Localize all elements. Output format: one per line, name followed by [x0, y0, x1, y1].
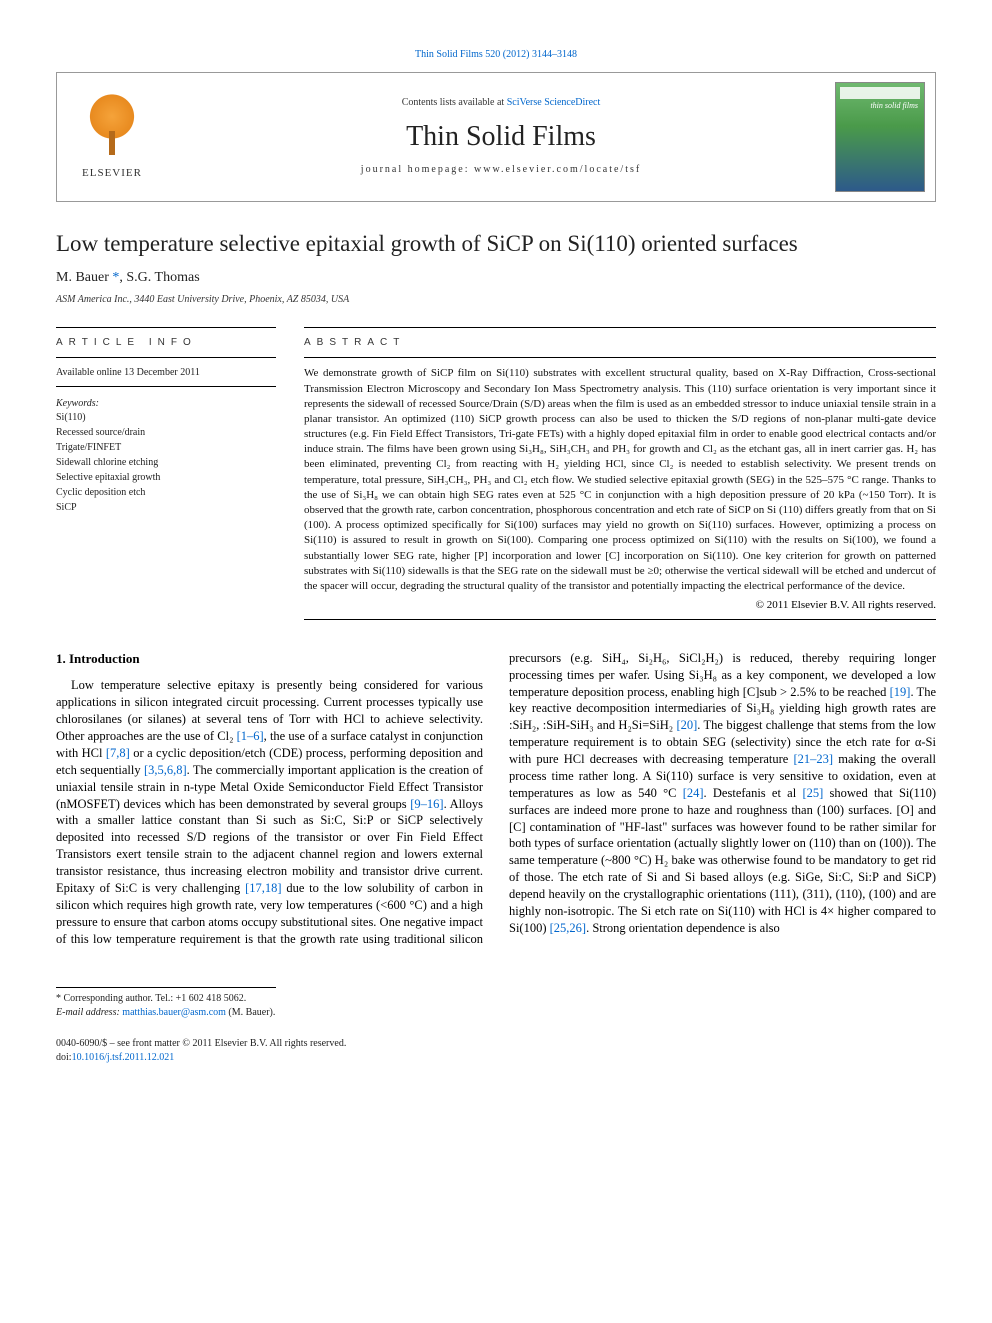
- top-citation-line: Thin Solid Films 520 (2012) 3144–3148: [56, 48, 936, 62]
- email-footnote: E-mail address: matthias.bauer@asm.com (…: [56, 1006, 276, 1020]
- abstract-copyright: © 2011 Elsevier B.V. All rights reserved…: [304, 598, 936, 613]
- journal-cover-thumb: thin solid films: [835, 82, 925, 192]
- abstract-rule: [304, 357, 936, 358]
- article-title: Low temperature selective epitaxial grow…: [56, 228, 936, 259]
- body-two-column: 1. Introduction Low temperature selectiv…: [56, 650, 936, 948]
- homepage-pre: journal homepage:: [361, 164, 474, 175]
- cover-thumb-text: thin solid films: [842, 101, 918, 112]
- email-suffix: (M. Bauer).: [226, 1007, 275, 1018]
- homepage-url: www.elsevier.com/locate/tsf: [474, 164, 641, 175]
- body-text: . Destefanis et al: [704, 786, 803, 800]
- journal-title: Thin Solid Films: [167, 118, 835, 156]
- publisher-label: ELSEVIER: [82, 166, 142, 181]
- author-2: S.G. Thomas: [126, 270, 199, 285]
- journal-homepage-line: journal homepage: www.elsevier.com/locat…: [167, 163, 835, 177]
- corresponding-author-footnote: * Corresponding author. Tel.: +1 602 418…: [56, 992, 276, 1006]
- abstract-heading: ABSTRACT: [304, 336, 936, 350]
- info-top-rule: [56, 327, 276, 328]
- keyword-item: Recessed source/drain: [56, 425, 276, 440]
- affiliation: ASM America Inc., 3440 East University D…: [56, 293, 936, 307]
- author-1: M. Bauer: [56, 270, 112, 285]
- keyword-item: Si(110): [56, 410, 276, 425]
- available-online-line: Available online 13 December 2011: [56, 366, 276, 380]
- info-rule-2: [56, 386, 276, 387]
- abstract-top-rule: [304, 327, 936, 328]
- sciencedirect-link[interactable]: SciVerse ScienceDirect: [507, 97, 601, 108]
- email-label: E-mail address:: [56, 1007, 122, 1018]
- keyword-item: Cyclic deposition etch: [56, 485, 276, 500]
- citation-link[interactable]: [9–16]: [410, 797, 443, 811]
- citation-link[interactable]: [25]: [802, 786, 823, 800]
- journal-citation-link[interactable]: Thin Solid Films 520 (2012) 3144–3148: [415, 49, 577, 60]
- authors-line: M. Bauer *, S.G. Thomas: [56, 269, 936, 288]
- journal-header-box: ELSEVIER Contents lists available at Sci…: [56, 72, 936, 202]
- doi-link[interactable]: 10.1016/j.tsf.2011.12.021: [72, 1052, 175, 1063]
- keyword-item: Trigate/FINFET: [56, 440, 276, 455]
- keywords-list: Si(110) Recessed source/drain Trigate/FI…: [56, 410, 276, 515]
- abstract-bottom-rule: [304, 619, 936, 620]
- article-info-column: ARTICLE INFO Available online 13 Decembe…: [56, 327, 276, 628]
- keyword-item: Sidewall chlorine etching: [56, 455, 276, 470]
- citation-link[interactable]: [7,8]: [106, 746, 130, 760]
- citation-link[interactable]: [19]: [890, 685, 911, 699]
- citation-link[interactable]: [1–6]: [237, 729, 264, 743]
- abstract-column: ABSTRACT We demonstrate growth of SiCP f…: [304, 327, 936, 628]
- citation-link[interactable]: [17,18]: [245, 881, 281, 895]
- body-text: showed that Si(110) surfaces are indeed …: [509, 786, 936, 935]
- citation-link[interactable]: [25,26]: [550, 921, 586, 935]
- elsevier-logo: ELSEVIER: [57, 73, 167, 201]
- section-1-heading: 1. Introduction: [56, 650, 483, 668]
- doi-prefix: doi:: [56, 1052, 72, 1063]
- citation-link[interactable]: [3,5,6,8]: [144, 763, 187, 777]
- author-email-link[interactable]: matthias.bauer@asm.com: [122, 1007, 226, 1018]
- citation-link[interactable]: [21–23]: [794, 752, 834, 766]
- article-info-heading: ARTICLE INFO: [56, 336, 276, 350]
- front-matter-line: 0040-6090/$ – see front matter © 2011 El…: [56, 1037, 936, 1051]
- contents-available-line: Contents lists available at SciVerse Sci…: [167, 96, 835, 110]
- bottom-meta-block: 0040-6090/$ – see front matter © 2011 El…: [56, 1037, 936, 1064]
- keywords-heading: Keywords:: [56, 397, 276, 411]
- citation-link[interactable]: [24]: [683, 786, 704, 800]
- elsevier-tree-icon: [82, 92, 142, 162]
- doi-line: doi:10.1016/j.tsf.2011.12.021: [56, 1051, 936, 1065]
- intro-paragraph: Low temperature selective epitaxy is pre…: [56, 650, 936, 948]
- abstract-text: We demonstrate growth of SiCP film on Si…: [304, 366, 936, 594]
- footnotes-block: * Corresponding author. Tel.: +1 602 418…: [56, 987, 276, 1019]
- keyword-item: SiCP: [56, 500, 276, 515]
- citation-link[interactable]: [20]: [676, 718, 697, 732]
- body-text: . Strong orientation dependence is also: [586, 921, 780, 935]
- info-rule-1: [56, 357, 276, 358]
- contents-pre: Contents lists available at: [402, 97, 507, 108]
- keyword-item: Selective epitaxial growth: [56, 470, 276, 485]
